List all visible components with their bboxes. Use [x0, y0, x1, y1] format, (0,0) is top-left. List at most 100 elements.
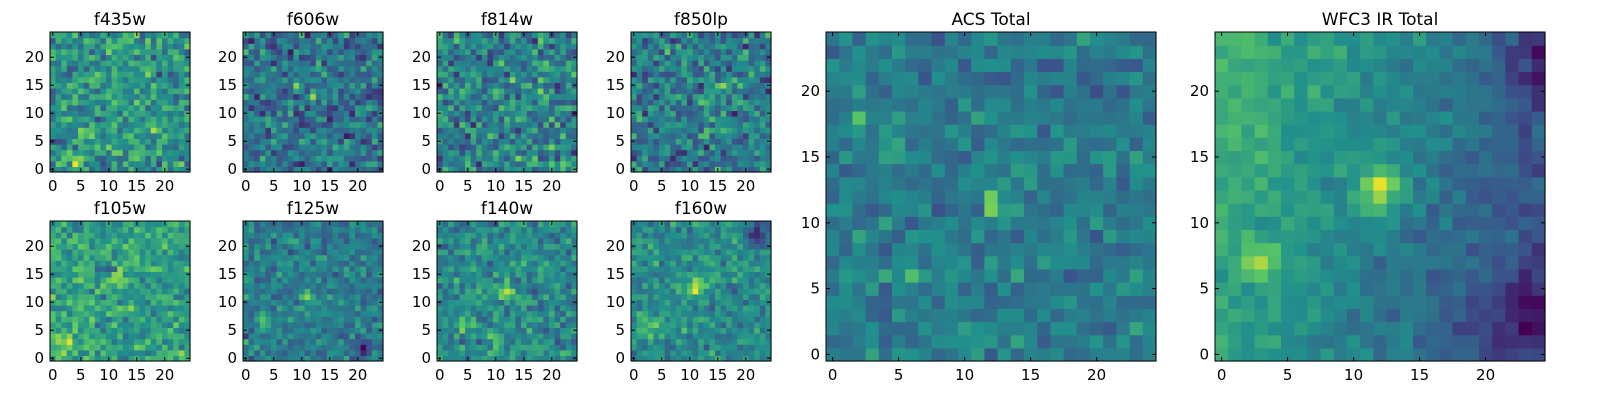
heatmap-cell: [315, 166, 322, 173]
heatmap-cell: [759, 288, 766, 295]
heatmap-cell: [111, 149, 118, 156]
heatmap-cell: [554, 249, 561, 256]
heatmap-cell: [549, 149, 556, 156]
heatmap-cell: [61, 305, 68, 312]
heatmap-cell: [150, 160, 157, 167]
heatmap-cell: [720, 282, 727, 289]
heatmap-cell: [515, 232, 522, 239]
heatmap-cell: [89, 344, 96, 351]
heatmap-cell: [310, 110, 317, 117]
heatmap-cell: [304, 232, 311, 239]
heatmap-cell: [111, 249, 118, 256]
heatmap-cell: [72, 299, 79, 306]
heatmap-cell: [765, 321, 772, 328]
heatmap-cell: [355, 316, 362, 323]
heatmap-cell: [134, 99, 141, 106]
panel-title: f814w: [481, 10, 533, 30]
heatmap-cell: [664, 99, 671, 106]
heatmap-cell: [287, 327, 294, 334]
heatmap-cell: [349, 288, 356, 295]
heatmap-cell: [315, 282, 322, 289]
heatmap-cell: [254, 32, 261, 39]
heatmap-cell: [156, 249, 163, 256]
heatmap-cell: [754, 338, 761, 345]
heatmap-cell: [526, 60, 533, 67]
heatmap-cell: [703, 327, 710, 334]
heatmap-cell: [765, 43, 772, 50]
heatmap-cell: [476, 310, 483, 317]
heatmap-cell: [100, 138, 107, 145]
heatmap-cell: [748, 54, 755, 61]
heatmap-cell: [504, 110, 511, 117]
heatmap-cell: [565, 265, 572, 272]
heatmap-cell: [55, 299, 62, 306]
heatmap-cell: [111, 65, 118, 72]
heatmap-cell: [571, 338, 578, 345]
x-tick-label: 20: [542, 366, 561, 384]
heatmap-cell: [537, 221, 544, 228]
heatmap-cell: [287, 316, 294, 323]
heatmap-cell: [448, 271, 455, 278]
heatmap-cell: [248, 144, 255, 151]
heatmap-cell: [162, 99, 169, 106]
heatmap-cell: [254, 149, 261, 156]
heatmap-cell: [659, 60, 666, 67]
heatmap-cell: [128, 333, 135, 340]
heatmap-cell: [61, 349, 68, 356]
heatmap-cell: [139, 299, 146, 306]
heatmap-cell: [184, 160, 191, 167]
heatmap-cell: [122, 260, 129, 267]
heatmap-cell: [664, 32, 671, 39]
heatmap-cell: [83, 349, 90, 356]
heatmap-cell: [287, 305, 294, 312]
heatmap-cell: [692, 82, 699, 89]
heatmap-cell: [453, 226, 460, 233]
heatmap-cell: [532, 349, 539, 356]
heatmap-cell: [310, 282, 317, 289]
heatmap-cell: [259, 127, 266, 134]
heatmap-cell: [543, 305, 550, 312]
heatmap-cell: [465, 333, 472, 340]
heatmap-cell: [571, 104, 578, 111]
heatmap-cell: [642, 93, 649, 100]
heatmap-cell: [687, 288, 694, 295]
heatmap-cell: [748, 155, 755, 162]
heatmap-cell: [89, 305, 96, 312]
heatmap-cell: [139, 327, 146, 334]
heatmap-cell: [754, 344, 761, 351]
heatmap-cell: [332, 127, 339, 134]
heatmap-cell: [94, 144, 101, 151]
heatmap-cell: [715, 71, 722, 78]
heatmap-cell: [698, 321, 705, 328]
heatmap-cell: [254, 43, 261, 50]
heatmap-cell: [271, 76, 278, 83]
heatmap-cell: [139, 333, 146, 340]
heatmap-cell: [299, 333, 306, 340]
heatmap-cell: [631, 104, 638, 111]
heatmap-cell: [94, 65, 101, 72]
heatmap-cell: [681, 277, 688, 284]
heatmap-cell: [310, 333, 317, 340]
heatmap-cell: [459, 327, 466, 334]
heatmap-cell: [293, 277, 300, 284]
heatmap-cell: [448, 254, 455, 261]
heatmap-cell: [453, 144, 460, 151]
heatmap-cell: [726, 305, 733, 312]
heatmap-cell: [271, 127, 278, 134]
heatmap-cell: [83, 333, 90, 340]
heatmap-cell: [448, 288, 455, 295]
heatmap-cell: [276, 110, 283, 117]
heatmap-cell: [647, 138, 654, 145]
heatmap-cell: [78, 327, 85, 334]
heatmap-cell: [504, 282, 511, 289]
heatmap-cell: [636, 160, 643, 167]
heatmap-cell: [360, 232, 367, 239]
heatmap-cell: [670, 160, 677, 167]
heatmap-cell: [254, 37, 261, 44]
heatmap-cell: [442, 43, 449, 50]
heatmap-cell: [94, 299, 101, 306]
heatmap-cell: [470, 127, 477, 134]
heatmap-cell: [636, 54, 643, 61]
heatmap-cell: [117, 260, 124, 267]
heatmap-cell: [117, 132, 124, 139]
